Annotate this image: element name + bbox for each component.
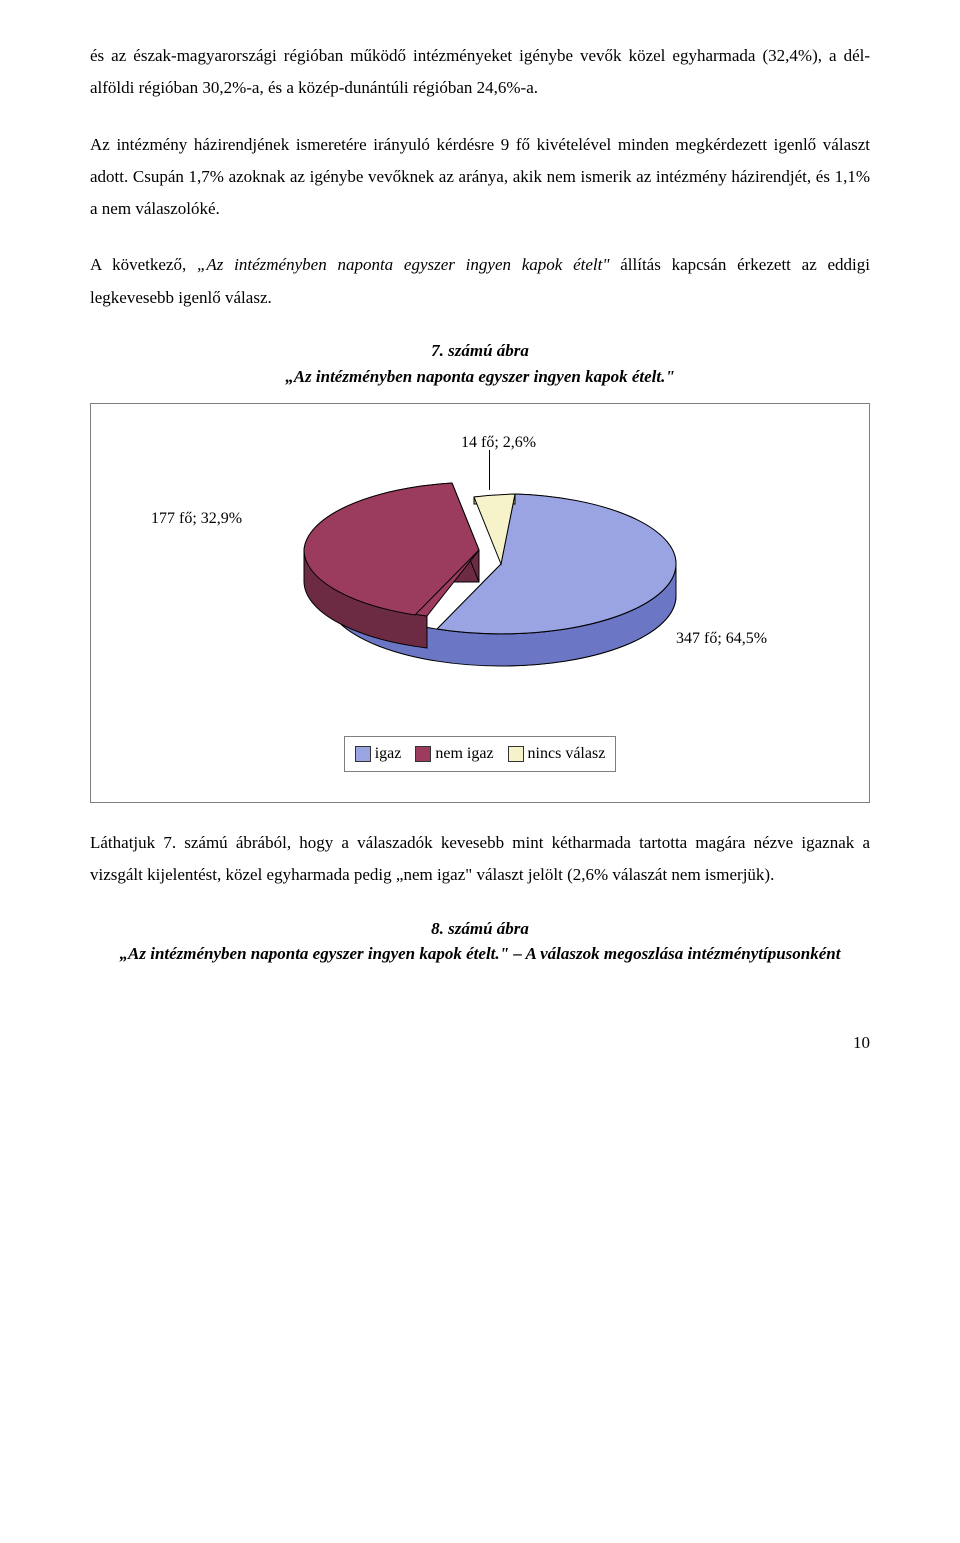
page-number: 10 xyxy=(90,1027,870,1059)
pie-label-igaz: 347 fő; 64,5% xyxy=(676,624,767,654)
legend-swatch-nincs xyxy=(508,746,524,762)
leader-line-1 xyxy=(489,450,490,490)
pie-chart: 14 fő; 2,6% 177 fő; 32,9% 347 fő; 64,5% xyxy=(121,444,839,694)
paragraph-2: Az intézmény házirendjének ismeretére ir… xyxy=(90,129,870,226)
figure-8-number: 8. számú ábra xyxy=(90,916,870,942)
figure-7-number: 7. számú ábra xyxy=(90,338,870,364)
legend-swatch-igaz xyxy=(355,746,371,762)
legend-item-igaz: igaz xyxy=(355,739,402,769)
figure-8-heading: 8. számú ábra „Az intézményben naponta e… xyxy=(90,916,870,967)
p3-part-a: A következő, xyxy=(90,255,197,274)
legend-label-nincs: nincs válasz xyxy=(528,745,606,762)
pie-chart-container: 14 fő; 2,6% 177 fő; 32,9% 347 fő; 64,5% xyxy=(90,403,870,803)
legend-label-igaz: igaz xyxy=(375,745,402,762)
legend-item-nem-igaz: nem igaz xyxy=(415,739,493,769)
paragraph-4: Láthatjuk 7. számú ábrából, hogy a válas… xyxy=(90,827,870,892)
legend-label-nem-igaz: nem igaz xyxy=(435,745,493,762)
legend-item-nincs: nincs válasz xyxy=(508,739,606,769)
chart-legend: igaz nem igaz nincs válasz xyxy=(344,736,617,772)
pie-label-nincs-valasz: 14 fő; 2,6% xyxy=(461,428,536,458)
p3-part-b-quote: „Az intézményben naponta egyszer ingyen … xyxy=(197,255,610,274)
paragraph-1: és az észak-magyarországi régióban működ… xyxy=(90,40,870,105)
pie-label-nem-igaz: 177 fő; 32,9% xyxy=(151,504,242,534)
paragraph-3: A következő, „Az intézményben naponta eg… xyxy=(90,249,870,314)
legend-swatch-nem-igaz xyxy=(415,746,431,762)
page-content: és az észak-magyarországi régióban működ… xyxy=(0,0,960,1099)
figure-8-title: „Az intézményben naponta egyszer ingyen … xyxy=(90,941,870,967)
pie-svg xyxy=(121,444,841,694)
figure-7-title: „Az intézményben naponta egyszer ingyen … xyxy=(90,364,870,390)
figure-7-heading: 7. számú ábra „Az intézményben naponta e… xyxy=(90,338,870,389)
